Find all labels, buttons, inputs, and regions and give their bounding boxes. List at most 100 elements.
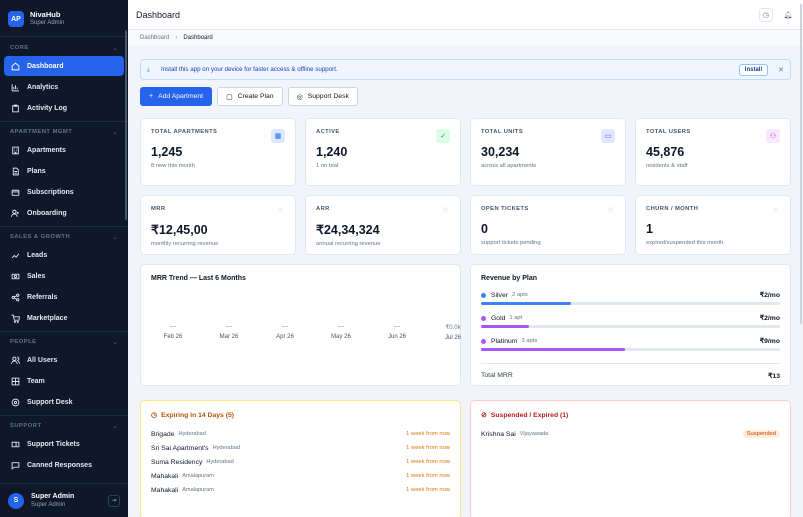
close-icon[interactable]: ✕: [778, 66, 784, 74]
stat-value: ₹12,45,00: [151, 223, 208, 237]
apartment-city: Hyderabad: [206, 459, 234, 465]
apartment-name: Mahakali: [151, 472, 179, 480]
mrr-month-label: Mar 26: [219, 334, 239, 340]
breadcrumb-separator: ›: [175, 35, 178, 41]
mrr-month-value: ₹0.0k: [445, 325, 461, 331]
section-support[interactable]: SUPPORT ⌄: [0, 419, 128, 433]
plan-row: Gold 1 apt ₹2/mo: [481, 314, 780, 328]
user-role: Super Admin: [31, 501, 66, 508]
section-people[interactable]: PEOPLE ⌄: [0, 335, 128, 349]
status-dot-icon: [773, 207, 778, 212]
add-apartment-button[interactable]: + Add Apartment: [140, 87, 213, 106]
building-icon: [10, 145, 20, 155]
expiry-time: 1 week from now: [406, 487, 450, 493]
plan-progress-fill: [481, 348, 625, 351]
plan-progress-track: [481, 302, 780, 305]
trend-icon: [10, 250, 20, 260]
expiring-row[interactable]: Mahakali Amalapuram 1 week from now: [151, 483, 450, 497]
chevron-down-icon[interactable]: ⌄: [112, 339, 118, 346]
sidebar-item-referrals[interactable]: Referrals: [4, 287, 124, 307]
sidebar-item-label: Apartments: [27, 146, 66, 154]
sidebar-item-canned-responses[interactable]: Canned Responses: [4, 455, 124, 475]
stat-label: TOTAL UNITS: [481, 129, 524, 135]
sidebar-user[interactable]: S Super Admin Super Admin ⇥: [0, 483, 128, 517]
sidebar-item-onboarding[interactable]: Onboarding: [4, 203, 124, 223]
brand[interactable]: AP NivaHub Super Admin: [0, 0, 128, 30]
section-core[interactable]: CORE ⌄: [0, 41, 128, 55]
install-button[interactable]: Install: [738, 63, 769, 76]
stat-label: TOTAL USERS: [646, 129, 691, 135]
plan-row-header: Platinum 3 apts ₹9/mo: [481, 337, 780, 345]
headset-icon: ◎: [296, 93, 303, 101]
divider: [0, 415, 128, 416]
bell-icon[interactable]: 🔔︎: [783, 11, 793, 19]
sidebar-scrollbar[interactable]: [125, 30, 127, 220]
sidebar-item-support-tickets[interactable]: Support Tickets: [4, 434, 124, 454]
sidebar-item-plans[interactable]: Plans: [4, 161, 124, 181]
stats-grid: TOTAL APARTMENTS 1,245 8 new this month ▦ AC…: [140, 118, 791, 255]
expiring-row[interactable]: Sri Sai Apartment's Hyderabad 1 week from …: [151, 441, 450, 455]
clock-icon[interactable]: ◷: [759, 7, 773, 22]
chevron-down-icon[interactable]: ⌄: [112, 423, 118, 430]
breadcrumb-parent[interactable]: Dashboard: [140, 35, 170, 41]
expiring-row[interactable]: Brigade Hyderabad 1 week from now: [151, 427, 450, 441]
stat-card-mrr: MRR ₹12,45,00 monthly recurring revenue: [140, 195, 296, 255]
sidebar-item-apartments[interactable]: Apartments: [4, 140, 124, 160]
stat-card-total-apartments: TOTAL APARTMENTS 1,245 8 new this month ▦: [140, 118, 296, 186]
mrr-month-value: —: [170, 324, 176, 330]
stat-value: 0: [481, 222, 488, 236]
users-icon: [10, 355, 20, 365]
expiring-header: ◷ Expiring in 14 Days (5): [151, 411, 450, 420]
sidebar-item-label: Referrals: [27, 293, 58, 301]
sidebar-item-label: Dashboard: [27, 62, 64, 70]
section-label: PEOPLE: [10, 339, 37, 345]
plan-row: Platinum 3 apts ₹9/mo: [481, 337, 780, 351]
section-sales-growth[interactable]: SALES & GROWTH ⌄: [0, 230, 128, 244]
mrr-month-value: —: [394, 324, 400, 330]
apartment-name: Krishna Sai: [481, 430, 516, 438]
stat-subtext: annual recurring revenue: [316, 241, 381, 247]
sidebar-item-support-desk[interactable]: Support Desk: [4, 392, 124, 412]
suspended-card: ⊘ Suspended / Expired (1) Krishna Sai Vija…: [470, 400, 791, 517]
apartment-city: Amalapuram: [182, 473, 214, 479]
message-icon: [10, 460, 20, 470]
sidebar-item-leads[interactable]: Leads: [4, 245, 124, 265]
chevron-down-icon[interactable]: ⌄: [112, 234, 118, 241]
sidebar-item-activity-log[interactable]: Activity Log: [4, 98, 124, 118]
plus-icon: +: [149, 93, 154, 100]
sidebar-item-analytics[interactable]: Analytics: [4, 77, 124, 97]
suspended-row[interactable]: Krishna Sai Vijayawada Suspended: [481, 427, 780, 441]
chevron-down-icon[interactable]: ⌄: [112, 45, 118, 52]
stat-card-open-tickets: OPEN TICKETS 0 support tickets pending: [470, 195, 626, 255]
sidebar-item-team[interactable]: Team: [4, 371, 124, 391]
sidebar-item-label: Support Tickets: [27, 440, 80, 448]
sidebar-item-sales[interactable]: Sales: [4, 266, 124, 286]
plan-list: Silver 2 apts ₹2/mo Gold 1 apt ₹2/mo Platinum 3…: [481, 291, 780, 351]
sidebar-item-all-users[interactable]: All Users: [4, 350, 124, 370]
chevron-down-icon[interactable]: ⌄: [112, 129, 118, 136]
stat-subtext: 8 new this month: [151, 163, 195, 169]
logout-icon[interactable]: ⇥: [108, 494, 120, 507]
main-scrollbar[interactable]: [800, 4, 802, 324]
install-text: Install this app on your device for fast…: [161, 66, 338, 73]
plan-apts: 1 apt: [509, 315, 523, 321]
sidebar-item-label: Plans: [27, 167, 46, 175]
sidebar-item-subscriptions[interactable]: Subscriptions: [4, 182, 124, 202]
sidebar-item-marketplace[interactable]: Marketplace: [4, 308, 124, 328]
support-desk-button[interactable]: ◎ Support Desk: [287, 87, 358, 106]
section-apartment-mgmt[interactable]: APARTMENT MGMT ⌄: [0, 125, 128, 139]
mrr-month-column: — May 26: [321, 324, 361, 340]
expiring-row[interactable]: Mahakali Amalapuram 1 week from now: [151, 469, 450, 483]
building-icon: ▦: [271, 129, 285, 143]
sidebar-nav: CORE ⌄ Dashboard Analytics Activity Log APART…: [0, 41, 128, 476]
plan-dot-icon: [481, 338, 486, 344]
sidebar-item-label: Leads: [27, 251, 48, 259]
plan-value: ₹9/mo: [759, 338, 780, 345]
install-banner: ⤓ Install this app on your device for fa…: [140, 59, 791, 80]
sidebar-item-dashboard[interactable]: Dashboard: [4, 56, 124, 76]
action-bar: + Add Apartment ▢ Create Plan ◎ Support Des…: [140, 87, 791, 106]
create-plan-button[interactable]: ▢ Create Plan: [217, 87, 283, 106]
expiring-row[interactable]: Suma Residency Hyderabad 1 week from now: [151, 455, 450, 469]
add-apartment-label: Add Apartment: [158, 93, 204, 100]
status-dot-icon: [278, 207, 283, 212]
